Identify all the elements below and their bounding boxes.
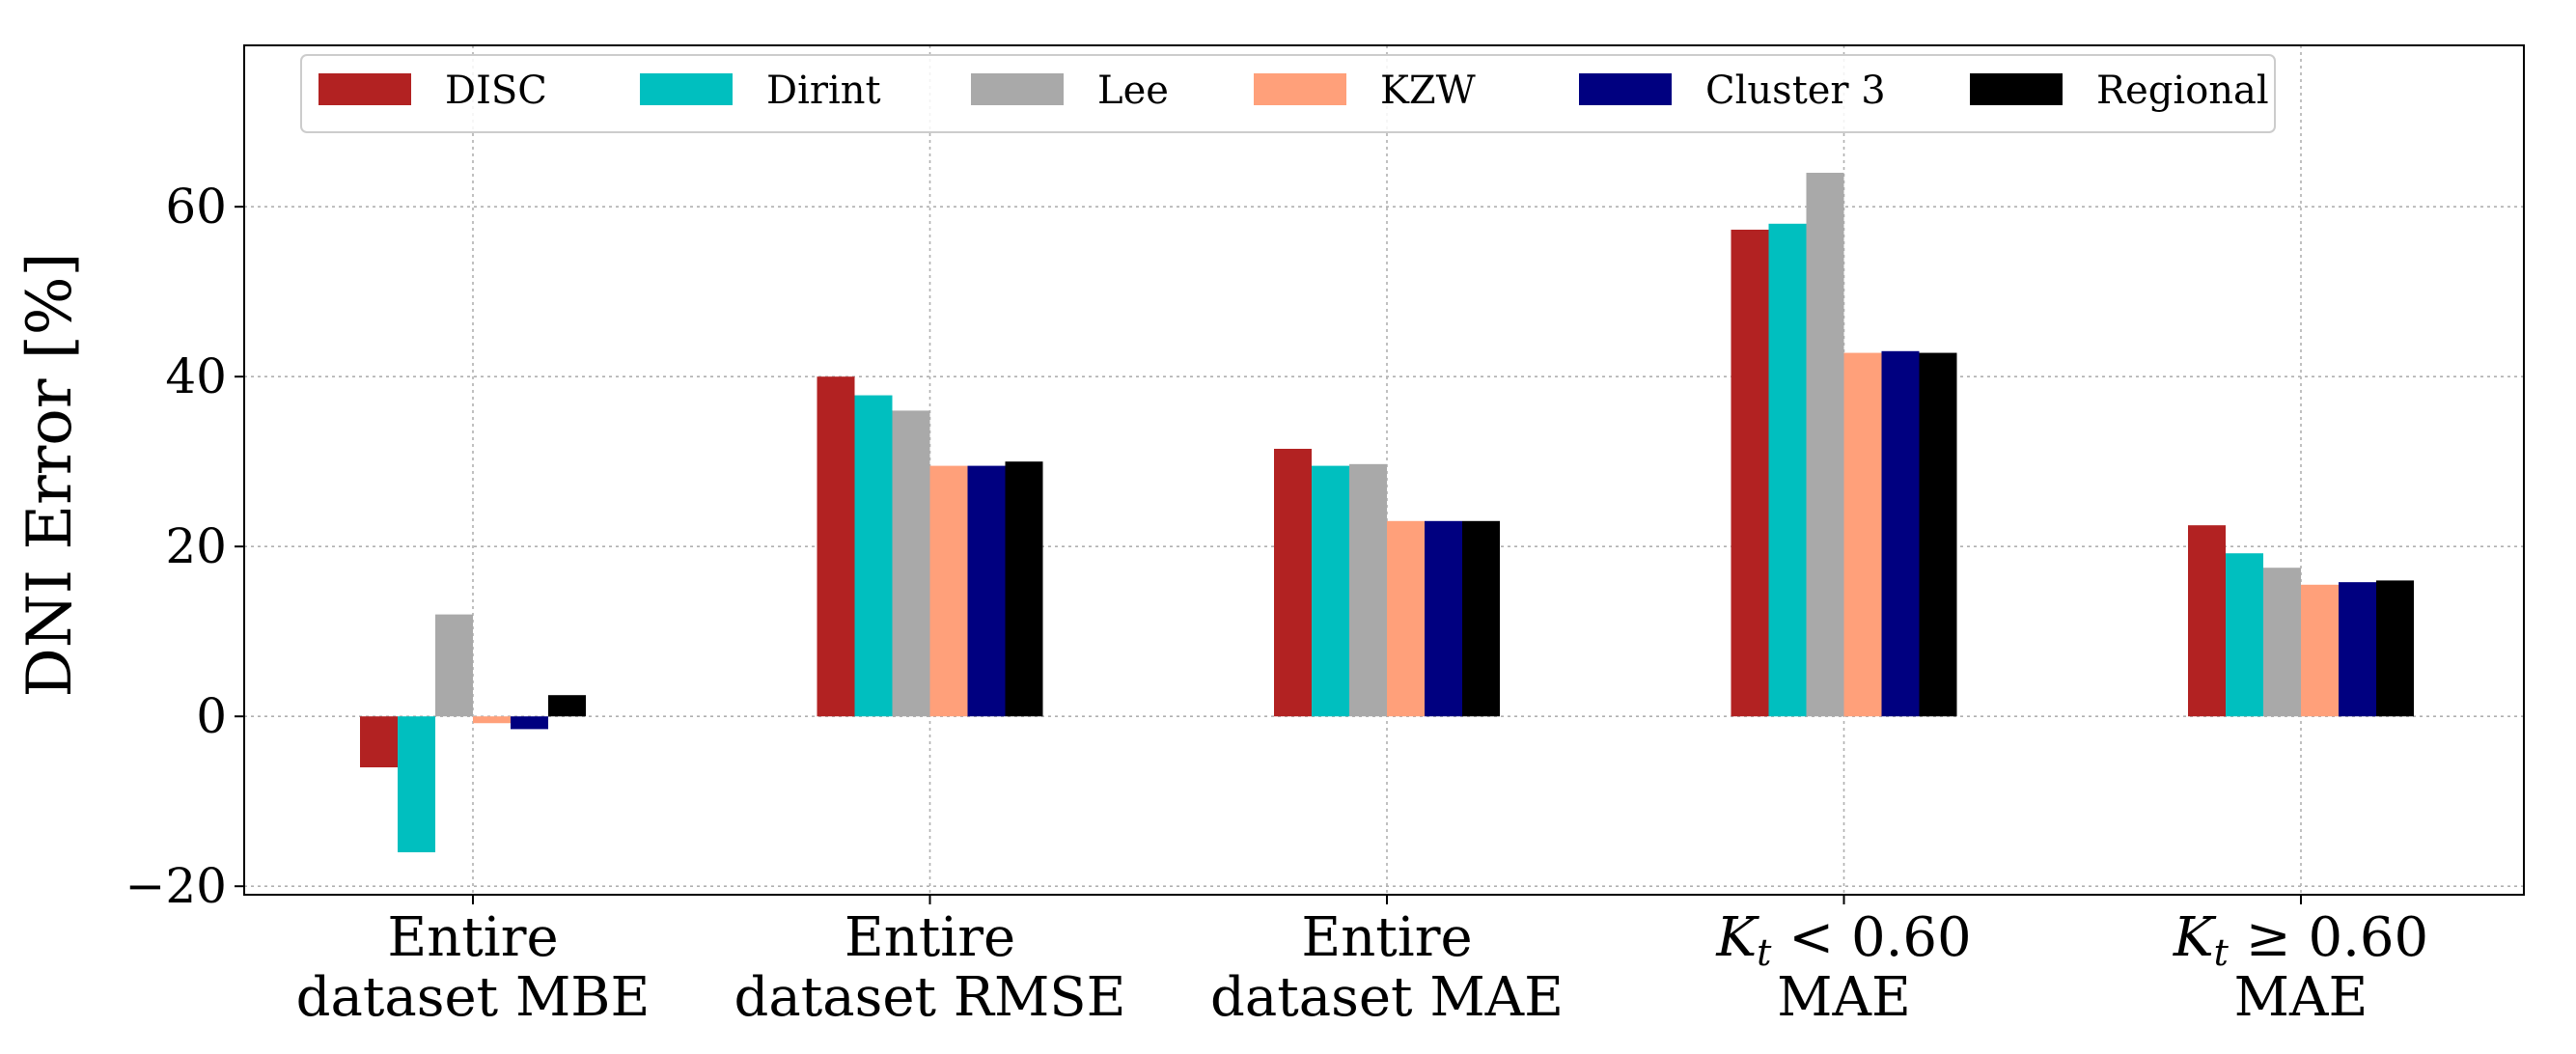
- bar-regional: [1005, 461, 1043, 717]
- bar-lee: [1349, 463, 1387, 717]
- axes-frame: [243, 44, 2525, 896]
- legend-label: Dirint: [766, 69, 881, 113]
- x-category-label: dataset MAE: [1210, 966, 1564, 1029]
- legend-swatch: [1254, 73, 1346, 105]
- bar-kzw: [473, 716, 511, 724]
- y-tick-label: −20: [125, 858, 227, 914]
- legend-label: Cluster 3: [1705, 69, 1886, 113]
- legend-swatch: [1970, 73, 2063, 105]
- bar-regional: [1919, 352, 1957, 717]
- bar-lee: [892, 410, 930, 717]
- y-axis: −20 0 20 40 60: [125, 179, 244, 914]
- bar-kzw: [1387, 520, 1425, 717]
- bar-dirint: [1312, 465, 1349, 717]
- bar-disc: [1731, 229, 1769, 717]
- legend-swatch: [319, 73, 411, 105]
- y-axis-label: DNI Error [%]: [14, 252, 86, 697]
- legend-label: Lee: [1097, 69, 1169, 113]
- bar-dirint: [2226, 553, 2263, 717]
- legend: DISC Dirint Lee KZW Cluster 3 Regional: [300, 54, 2276, 133]
- x-category-label: MAE: [2234, 966, 2368, 1029]
- bar-kzw: [929, 465, 968, 717]
- bar-disc: [360, 716, 398, 767]
- x-category-label: MAE: [1777, 966, 1911, 1029]
- y-tick-label: 20: [165, 518, 227, 574]
- bars: [360, 173, 2414, 852]
- bar-lee: [435, 614, 473, 717]
- x-category-label: Kt ≥ 0.60: [2173, 906, 2428, 974]
- bar-disc: [1274, 449, 1312, 717]
- bar-cluster-3: [967, 465, 1006, 717]
- bar-regional: [1462, 520, 1500, 717]
- bar-kzw: [2301, 584, 2339, 717]
- y-tick-label: 0: [196, 688, 227, 744]
- bar-dirint: [1768, 223, 1807, 717]
- bar-cluster-3: [1881, 350, 1920, 717]
- bar-dirint: [854, 395, 893, 717]
- bar-kzw: [1843, 352, 1882, 717]
- y-tick-label: 60: [165, 179, 227, 235]
- bar-dirint: [398, 716, 435, 852]
- bar-regional: [548, 695, 586, 717]
- x-category-label: Kt < 0.60: [1715, 906, 1971, 974]
- bar-disc: [817, 376, 855, 717]
- bar-lee: [2263, 568, 2301, 717]
- x-category-label: Entire: [387, 906, 558, 969]
- x-category-label: Entire: [845, 906, 1015, 969]
- bar-cluster-3: [1425, 520, 1462, 717]
- x-category-label: dataset MBE: [296, 966, 651, 1029]
- legend-label: DISC: [445, 69, 547, 113]
- legend-label: KZW: [1380, 69, 1476, 113]
- legend-swatch: [971, 73, 1064, 105]
- grid-lines: [244, 45, 2524, 895]
- x-category-label: Entire: [1301, 906, 1472, 969]
- bar-regional: [2376, 580, 2414, 717]
- legend-label: Regional: [2096, 69, 2269, 113]
- bar-disc: [2188, 525, 2226, 717]
- bar-cluster-3: [511, 716, 548, 730]
- bar-lee: [1806, 173, 1844, 717]
- legend-swatch: [640, 73, 733, 105]
- bar-cluster-3: [2339, 582, 2376, 717]
- y-tick-label: 40: [165, 348, 227, 404]
- legend-swatch: [1579, 73, 1672, 105]
- x-category-label: dataset RMSE: [734, 966, 1125, 1029]
